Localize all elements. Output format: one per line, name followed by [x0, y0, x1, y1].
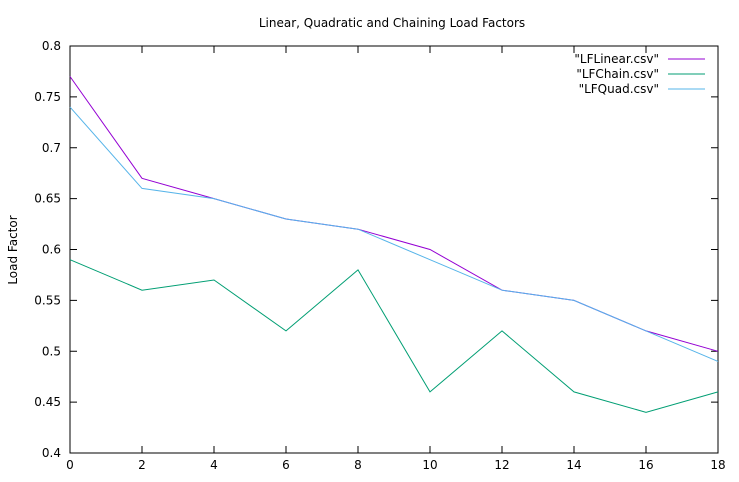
- x-tick-label: 4: [210, 458, 218, 472]
- y-tick-label: 0.6: [42, 243, 61, 257]
- chart-title: Linear, Quadratic and Chaining Load Fact…: [259, 16, 525, 30]
- series-line-2: [69, 106, 719, 362]
- legend-label: "LFLinear.csv": [574, 52, 659, 66]
- series-lines: [69, 76, 719, 413]
- x-tick-label: 6: [282, 458, 290, 472]
- y-tick-label: 0.8: [42, 39, 61, 53]
- y-tick-label: 0.5: [42, 344, 61, 358]
- y-tick-label: 0.4: [42, 446, 61, 460]
- x-tick-label: 10: [422, 458, 437, 472]
- series-line-0: [69, 76, 719, 352]
- y-tick-label: 0.45: [34, 395, 61, 409]
- series-line-1: [69, 259, 719, 413]
- y-axis-label: Load Factor: [6, 215, 20, 284]
- y-tick-label: 0.65: [34, 192, 61, 206]
- x-tick-label: 0: [66, 458, 74, 472]
- x-tick-label: 16: [638, 458, 653, 472]
- y-tick-label: 0.75: [34, 90, 61, 104]
- y-tick-label: 0.55: [34, 293, 61, 307]
- axis-ticks: 0.4 0.45 0.5 0.55 0.6 0.65 0.7 0.75 0.8 0 2 4 6 8 10 12…: [34, 39, 725, 472]
- x-tick-label: 14: [566, 458, 581, 472]
- x-tick-label: 18: [710, 458, 725, 472]
- legend: "LFLinear.csv""LFChain.csv""LFQuad.csv": [574, 52, 705, 96]
- x-tick-label: 2: [138, 458, 146, 472]
- y-tick-label: 0.7: [42, 141, 61, 155]
- legend-label: "LFChain.csv": [576, 67, 659, 81]
- x-tick-label: 8: [354, 458, 362, 472]
- plot-frame: [69, 45, 719, 454]
- x-tick-label: 12: [494, 458, 509, 472]
- legend-label: "LFQuad.csv": [579, 82, 659, 96]
